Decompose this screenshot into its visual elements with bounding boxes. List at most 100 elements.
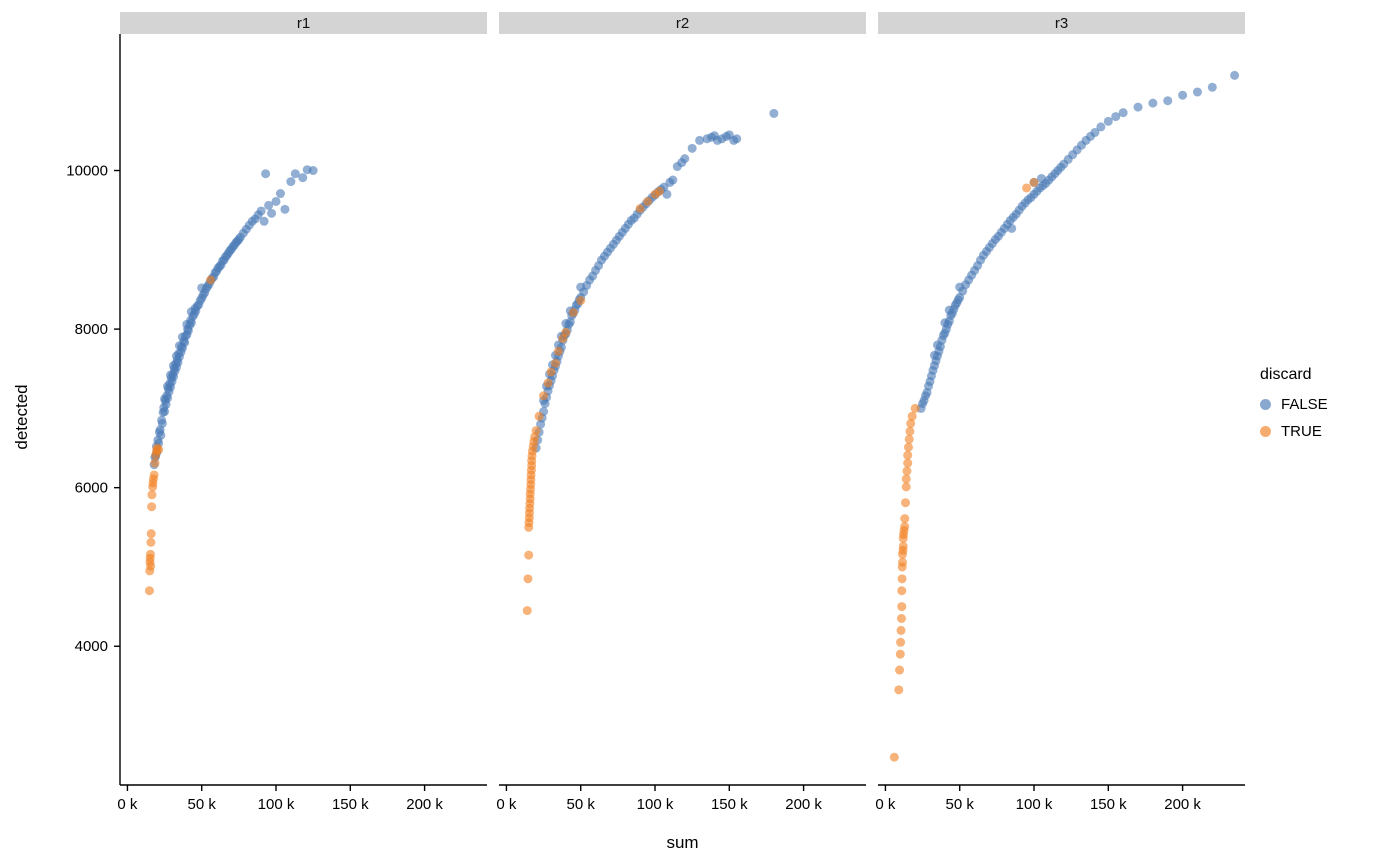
data-point-r3-true [900, 514, 910, 524]
x-tick-label: 50 k [188, 796, 217, 813]
x-tick-label: 100 k [258, 796, 295, 813]
data-point-r2-true [654, 186, 664, 196]
facet-strip-r1: r1 [120, 12, 487, 34]
data-point-r1-false [275, 189, 285, 199]
x-tick-label: 200 k [785, 796, 822, 813]
data-point-r2-true [523, 574, 533, 584]
data-point-r2-false [695, 135, 705, 145]
x-axis-title: sum [666, 833, 699, 852]
data-point-r3-true [902, 466, 912, 476]
data-point-r3-true [898, 541, 908, 551]
data-point-r2-false [662, 189, 672, 199]
data-point-r1-true [144, 586, 154, 596]
x-tick-label: 150 k [711, 796, 748, 813]
data-point-r2-true [539, 391, 549, 401]
data-point-r3-true [896, 625, 906, 635]
data-point-r2-false [680, 154, 690, 164]
x-tick-label: 200 k [1164, 796, 1201, 813]
data-point-r1-false [308, 166, 318, 176]
x-tick-label: 200 k [406, 796, 443, 813]
data-point-r1-true [149, 470, 159, 480]
data-point-r1-true [147, 490, 157, 500]
data-point-r3-false [1230, 70, 1240, 80]
data-point-r3-true [905, 426, 915, 436]
data-point-r3-false [1133, 102, 1143, 112]
legend-item-false: FALSE [1260, 396, 1328, 413]
data-point-r1-false [298, 173, 308, 183]
data-point-r3-false [1207, 82, 1217, 92]
x-tick-label: 0 k [875, 796, 896, 813]
y-tick-label: 6000 [75, 480, 108, 497]
y-tick-label: 8000 [75, 321, 108, 338]
data-point-r2-true [643, 196, 653, 206]
data-point-r3-true [1022, 183, 1032, 193]
data-point-r3-false [1118, 108, 1128, 118]
x-tick-label: 0 k [117, 796, 138, 813]
data-point-r2-true [553, 346, 563, 356]
data-point-r2-true [568, 307, 578, 317]
x-tick-label: 150 k [332, 796, 369, 813]
data-point-r2-true [546, 367, 556, 377]
data-point-r2-true [534, 411, 544, 421]
data-point-r3-true [906, 418, 916, 428]
data-point-r3-true [898, 557, 908, 567]
y-axis-title: detected [12, 384, 31, 450]
y-tick-label: 4000 [75, 638, 108, 655]
data-point-r3-false [1096, 122, 1106, 132]
data-point-r3-true [894, 685, 904, 695]
data-point-r1-true [146, 529, 156, 539]
data-point-r3-true [910, 403, 920, 413]
data-point-r2-true [576, 296, 586, 306]
data-point-r3-false [1178, 90, 1188, 100]
legend-label-true: TRUE [1281, 423, 1322, 440]
data-point-r3-true [897, 574, 907, 584]
legend-key-false-icon [1260, 399, 1271, 410]
data-point-r3-true [889, 752, 899, 762]
legend: discard FALSE TRUE [1260, 366, 1328, 450]
data-point-r2-true [635, 204, 645, 214]
data-point-r1-false [160, 407, 170, 417]
data-point-r3-true [897, 602, 907, 612]
data-point-r2-false [687, 143, 697, 153]
data-point-r3-true [903, 458, 913, 468]
data-point-r3-true [895, 649, 905, 659]
facet-strip-r2: r2 [499, 12, 866, 34]
data-point-r2-true [543, 378, 553, 388]
data-point-r2-true [524, 550, 534, 560]
data-point-r2-true [561, 327, 571, 337]
data-point-r3-true [901, 482, 911, 492]
data-point-r3-false [1111, 112, 1121, 122]
data-point-r1-true [150, 458, 160, 468]
data-point-r2-false [732, 134, 742, 144]
data-point-r3-true [897, 586, 907, 596]
facet-label: r2 [675, 14, 690, 32]
data-point-r1-false [290, 169, 300, 179]
data-point-r2-false [769, 108, 779, 118]
data-point-r1-true [146, 537, 156, 547]
data-point-r3-true [896, 637, 906, 647]
data-point-r3-false [1192, 87, 1202, 97]
data-point-r1-true [154, 445, 164, 455]
x-tick-label: 50 k [567, 796, 596, 813]
data-point-r1-false [264, 200, 274, 210]
data-point-r2-true [531, 426, 541, 436]
data-point-r3-true [900, 498, 910, 508]
data-point-r1-true [206, 275, 216, 285]
legend-key-true-icon [1260, 426, 1271, 437]
data-point-r3-false [1148, 98, 1158, 108]
data-point-r3-true [903, 450, 913, 460]
legend-title: discard [1260, 366, 1312, 383]
data-point-r1-false [157, 418, 167, 428]
data-point-r3-false [1007, 223, 1017, 233]
data-point-r3-true [903, 442, 913, 452]
data-point-r1-false [259, 216, 269, 226]
data-point-r3-true [907, 411, 917, 421]
legend-label-false: FALSE [1281, 396, 1328, 413]
x-tick-label: 150 k [1090, 796, 1127, 813]
data-point-r2-true [522, 606, 532, 616]
data-point-r3-true [1029, 177, 1039, 187]
data-point-r3-true [901, 474, 911, 484]
data-point-r3-true [895, 665, 905, 675]
data-point-r3-false [1103, 116, 1113, 126]
